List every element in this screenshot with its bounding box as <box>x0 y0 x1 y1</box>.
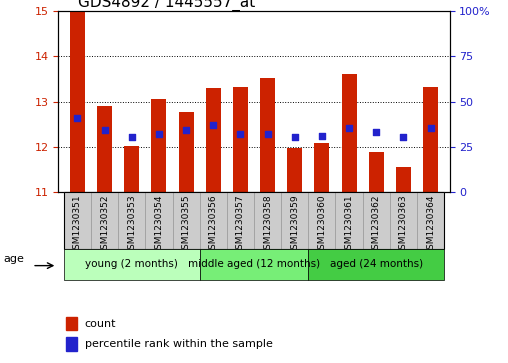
Point <box>236 131 244 137</box>
Point <box>182 127 190 132</box>
Bar <box>396 167 411 192</box>
Point <box>318 133 326 139</box>
Bar <box>91 192 118 249</box>
Bar <box>335 192 363 249</box>
Bar <box>64 192 91 249</box>
Bar <box>417 192 444 249</box>
Bar <box>254 192 281 249</box>
Bar <box>341 74 357 192</box>
Text: GSM1230360: GSM1230360 <box>318 194 327 255</box>
Bar <box>66 317 77 330</box>
Bar <box>233 87 248 192</box>
Bar <box>390 192 417 249</box>
Bar <box>118 192 145 249</box>
Text: young (2 months): young (2 months) <box>85 259 178 269</box>
Text: count: count <box>85 318 116 329</box>
Text: GSM1230358: GSM1230358 <box>263 194 272 255</box>
Bar <box>206 88 220 192</box>
Text: aged (24 months): aged (24 months) <box>330 259 423 269</box>
Text: GSM1230352: GSM1230352 <box>100 194 109 254</box>
Point <box>209 122 217 128</box>
Text: GSM1230354: GSM1230354 <box>154 194 164 254</box>
Text: middle aged (12 months): middle aged (12 months) <box>188 259 320 269</box>
Text: GSM1230364: GSM1230364 <box>426 194 435 254</box>
Bar <box>200 249 308 280</box>
Text: age: age <box>3 254 24 265</box>
Bar <box>66 338 77 351</box>
Bar <box>173 192 200 249</box>
Text: GSM1230351: GSM1230351 <box>73 194 82 255</box>
Text: GSM1230363: GSM1230363 <box>399 194 408 255</box>
Bar <box>124 146 139 192</box>
Point <box>372 130 380 135</box>
Bar <box>260 78 275 192</box>
Point <box>73 115 81 121</box>
Bar <box>363 192 390 249</box>
Bar <box>97 106 112 192</box>
Bar <box>200 192 227 249</box>
Bar <box>288 148 302 192</box>
Point <box>128 134 136 140</box>
Point <box>155 131 163 137</box>
Text: GSM1230362: GSM1230362 <box>372 194 380 254</box>
Bar <box>369 152 384 192</box>
Point <box>427 125 435 131</box>
Bar <box>70 12 85 192</box>
Text: GSM1230355: GSM1230355 <box>181 194 190 255</box>
Bar <box>423 87 438 192</box>
Point <box>399 134 407 140</box>
Text: GSM1230356: GSM1230356 <box>209 194 218 255</box>
Bar <box>227 192 254 249</box>
Bar <box>151 99 167 192</box>
Point <box>291 134 299 140</box>
Bar <box>179 112 194 192</box>
Text: GSM1230361: GSM1230361 <box>344 194 354 255</box>
Bar <box>314 143 329 192</box>
Bar <box>64 249 200 280</box>
Text: GSM1230359: GSM1230359 <box>290 194 299 255</box>
Bar <box>308 249 444 280</box>
Text: GDS4892 / 1445557_at: GDS4892 / 1445557_at <box>78 0 255 11</box>
Point <box>264 131 272 137</box>
Bar <box>145 192 173 249</box>
Bar <box>308 192 335 249</box>
Text: percentile rank within the sample: percentile rank within the sample <box>85 339 272 350</box>
Text: GSM1230353: GSM1230353 <box>128 194 136 255</box>
Point <box>345 125 353 131</box>
Point <box>101 127 109 132</box>
Text: GSM1230357: GSM1230357 <box>236 194 245 255</box>
Bar <box>281 192 308 249</box>
